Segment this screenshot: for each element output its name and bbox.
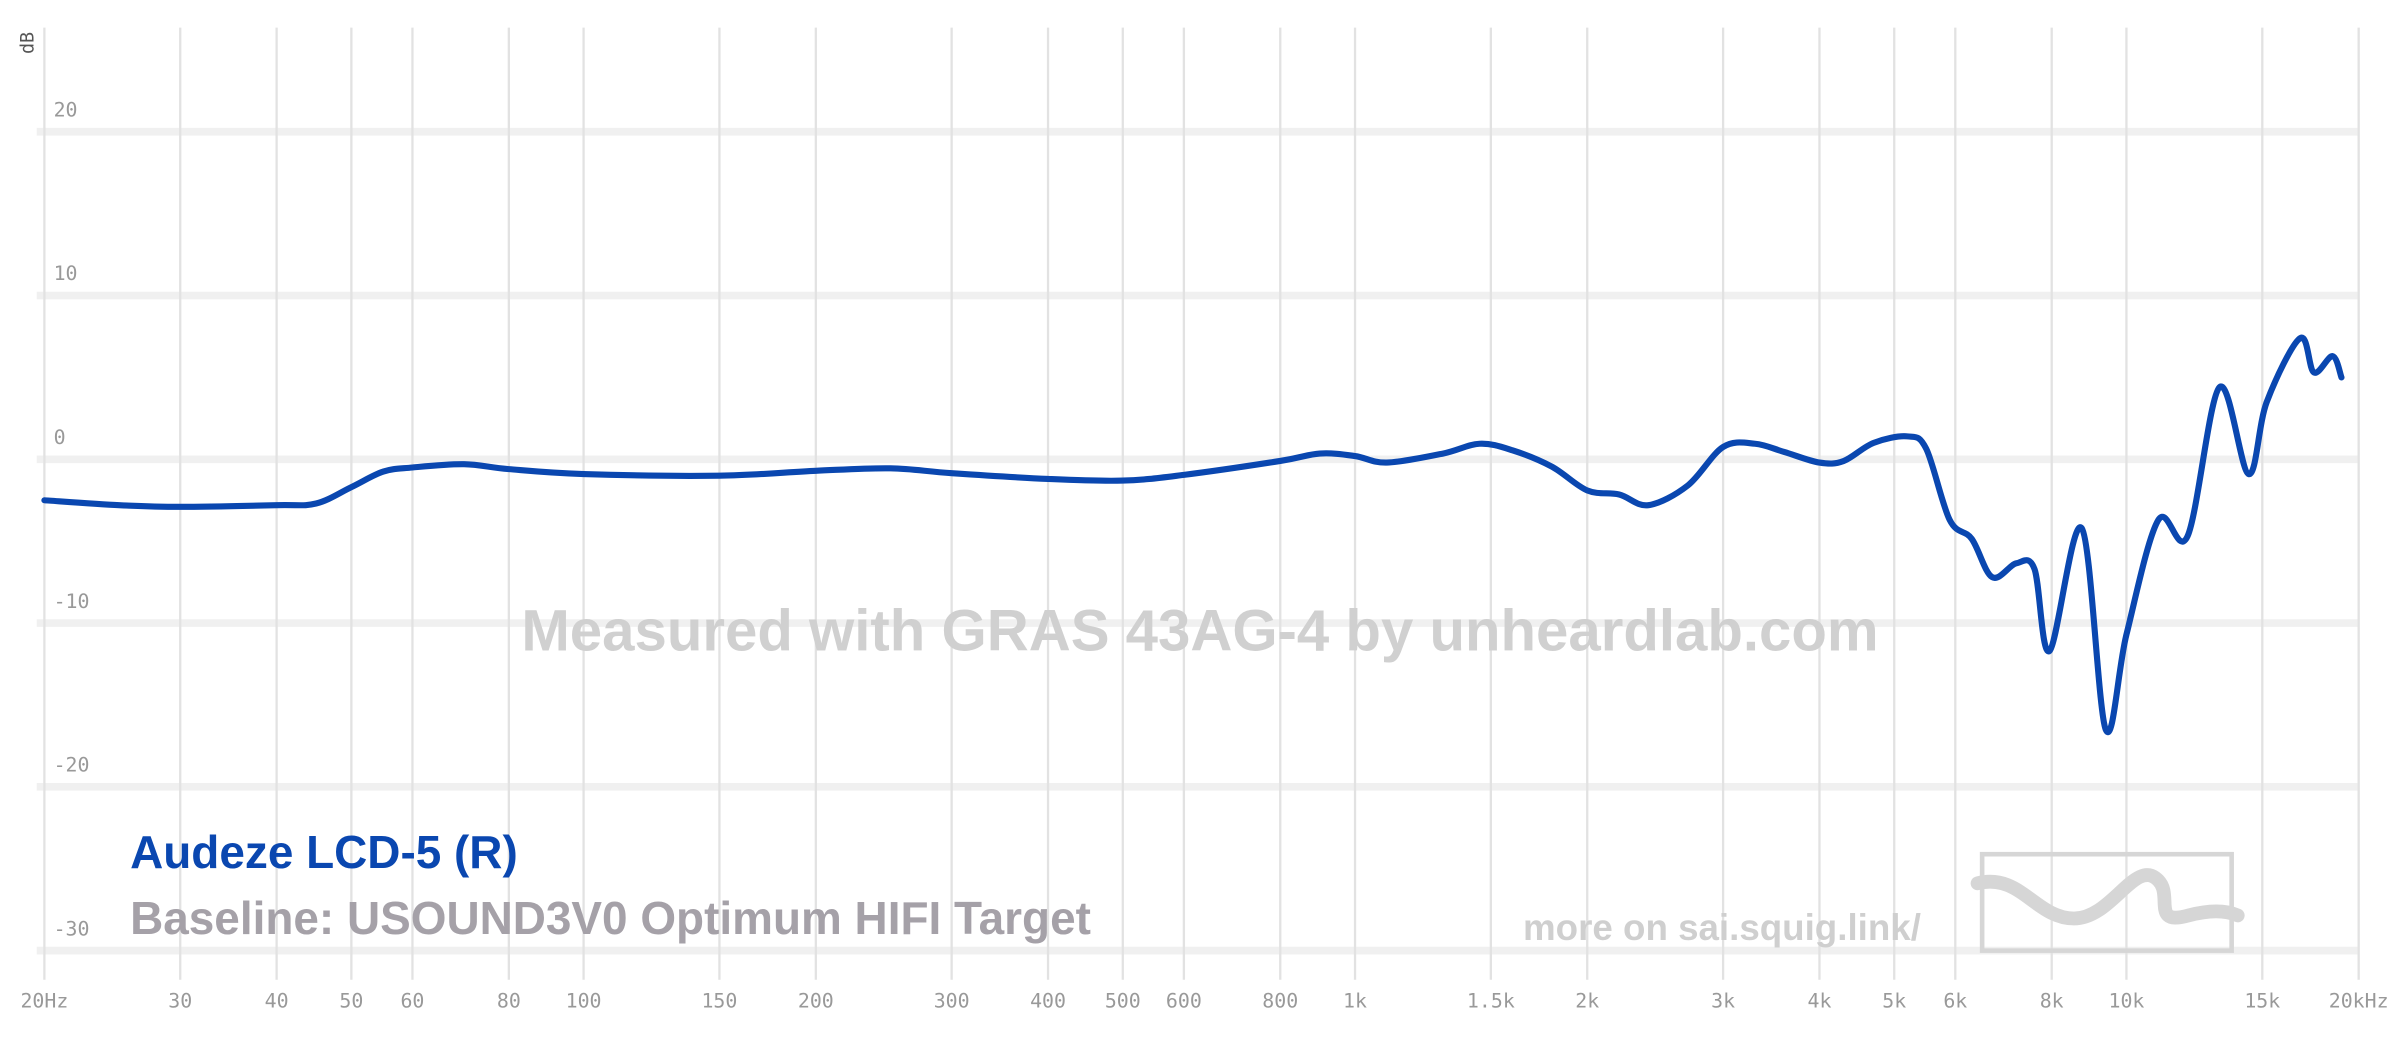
y-tick-label: -30 — [54, 917, 90, 940]
x-tick-label: 3k — [1711, 989, 1735, 1012]
legend-entry: Audeze LCD-5 (R) — [130, 826, 518, 878]
y-tick-label: 10 — [54, 262, 78, 285]
x-tick-label: 300 — [934, 989, 970, 1012]
x-tick-label: 100 — [566, 989, 602, 1012]
y-axis-label: dB — [18, 32, 39, 54]
y-tick-label: 0 — [54, 426, 66, 449]
plot-area — [41, 334, 2345, 736]
line-series — [41, 334, 2345, 736]
x-tick-label: 80 — [497, 989, 521, 1012]
x-tick-label: 200 — [798, 989, 834, 1012]
x-tick-label: 1k — [1343, 989, 1367, 1012]
x-tick-label: 4k — [1807, 989, 1831, 1012]
x-tick-label: 50 — [339, 989, 363, 1012]
x-tick-label: 1.5k — [1467, 989, 1515, 1012]
x-tick-label: 800 — [1262, 989, 1298, 1012]
logo — [1970, 851, 2245, 953]
x-tick-label: 40 — [265, 989, 289, 1012]
x-tick-label: 15k — [2244, 989, 2280, 1012]
x-tick-label: 600 — [1166, 989, 1202, 1012]
y-tick-label: -10 — [54, 590, 90, 613]
baseline-label: Baseline: USOUND3V0 Optimum HIFI Target — [130, 892, 1091, 944]
y-tick-label: 20 — [54, 98, 78, 121]
x-tick-label: 10k — [2108, 989, 2144, 1012]
watermark: Measured with GRAS 43AG-4 by unheardlab.… — [521, 599, 1878, 664]
x-tick-label: 6k — [1943, 989, 1967, 1012]
grid: -30 -20 -10 0 10 20 20Hz 30 40 50 60 80 100 150 200 300… — [20, 27, 2389, 1012]
x-tick-label: 8k — [2040, 989, 2064, 1012]
x-tick-label: 30 — [168, 989, 192, 1012]
x-tick-label: 60 — [400, 989, 424, 1012]
x-tick-label: 150 — [701, 989, 737, 1012]
x-tick-label: 20Hz — [20, 989, 68, 1012]
x-tick-label: 20kHz — [2329, 989, 2389, 1012]
x-tick-label: 500 — [1105, 989, 1141, 1012]
x-tick-label: 2k — [1575, 989, 1599, 1012]
x-tick-label: 400 — [1030, 989, 1066, 1012]
y-tick-label: -20 — [54, 754, 90, 777]
x-tick-label: 5k — [1882, 989, 1906, 1012]
footer-link: more on sai.squig.link/ — [1523, 907, 1921, 948]
